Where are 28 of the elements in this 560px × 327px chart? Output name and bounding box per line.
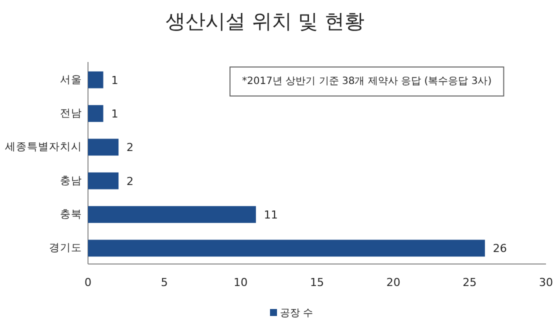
bar (88, 172, 119, 190)
annotation: *2017년 상반기 기준 38개 제약사 응답 (복수응답 3사) (242, 76, 492, 87)
x-tick-label: 5 (160, 276, 168, 289)
data-label: 11 (264, 208, 278, 222)
x-tick-label: 25 (462, 276, 477, 289)
bar (88, 206, 256, 223)
data-label: 1 (111, 108, 118, 121)
x-tick-label: 20 (386, 276, 400, 289)
x-tick-label: 10 (234, 276, 248, 289)
chart-title: 생산시설 위치 및 현황 (165, 9, 365, 33)
y-tick-label: 경기도 (49, 242, 82, 254)
bar (88, 240, 485, 257)
data-label: 26 (492, 242, 507, 256)
legend-label: 공장 수 (280, 308, 314, 319)
y-tick-label: 충남 (60, 174, 82, 187)
data-label: 2 (126, 174, 134, 188)
y-tick-label: 세종특별자치시 (5, 141, 82, 154)
y-tick-label: 서울 (60, 74, 82, 86)
x-tick-label: 30 (539, 276, 553, 289)
bar (88, 105, 104, 122)
bar (88, 71, 104, 88)
y-tick-label: 충북 (60, 208, 82, 220)
data-label: 1 (111, 74, 118, 87)
x-tick-label: 15 (310, 276, 324, 289)
y-tick-label: 전남 (60, 108, 82, 120)
data-label: 2 (126, 141, 134, 154)
bar (88, 138, 119, 156)
x-tick-label: 0 (84, 276, 92, 289)
